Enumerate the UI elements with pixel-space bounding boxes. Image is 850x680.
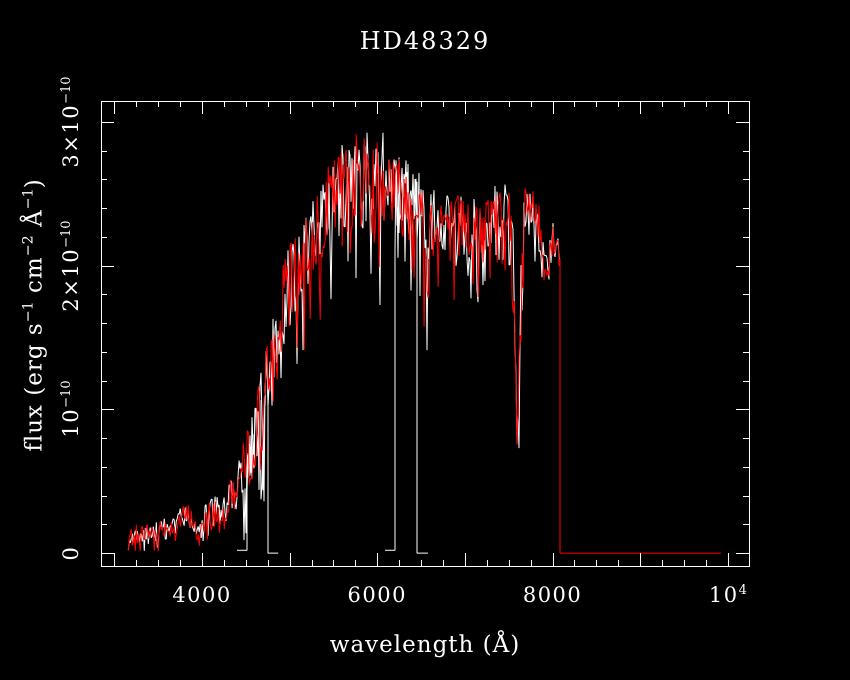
y-tick-label-0: 0 xyxy=(59,545,83,561)
x-tick-label-6000: 6000 xyxy=(347,583,407,607)
y-axis-label: flux (erg s−1 cm−2 Å−1) xyxy=(20,178,48,452)
y-tick-label-2e-10: 2×10−10 xyxy=(59,220,83,312)
y-tick-label-1e-10: 10−10 xyxy=(59,380,83,438)
plot-title: HD48329 xyxy=(359,27,491,55)
spectrum-series-red-chunk0 xyxy=(127,134,721,554)
spectrum-series-white-chunk0 xyxy=(127,357,279,554)
axes-frame xyxy=(101,101,749,566)
x-tick-label-8000: 8000 xyxy=(522,583,583,607)
x-axis-label: wavelength (Å) xyxy=(329,632,521,658)
x-tick-label-1e4: 104 xyxy=(708,583,747,607)
y-tick-label-3e-10: 3×10−10 xyxy=(59,76,83,168)
x-tick-label-4000: 4000 xyxy=(172,583,232,607)
